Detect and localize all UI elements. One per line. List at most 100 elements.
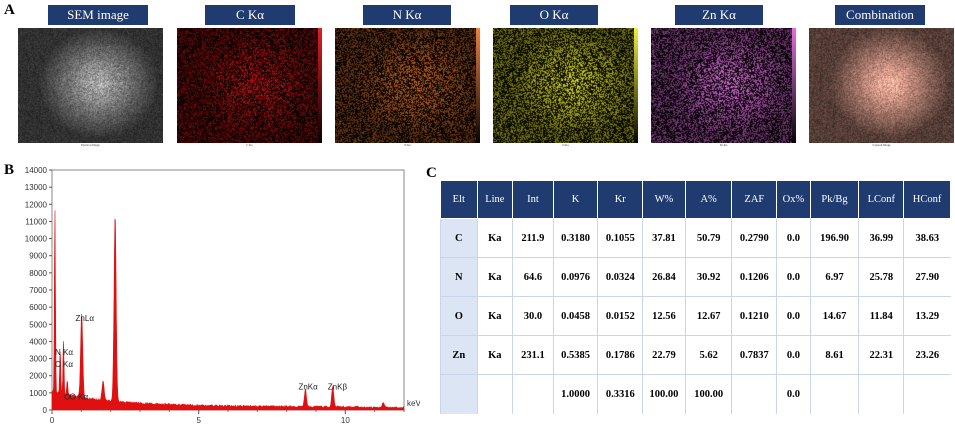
- map-caption: N Ka: [335, 143, 480, 148]
- table-cell: 50.79: [684, 218, 732, 258]
- table-cell: 0.1055: [597, 218, 643, 258]
- table-cell: 22.79: [642, 335, 686, 375]
- table-cell: 26.84: [642, 257, 686, 297]
- map-intensity-bar: [476, 28, 480, 146]
- peak-annotation: C Kα: [55, 360, 73, 369]
- table-cell: 14.67: [809, 296, 859, 336]
- spectrum-series: [51, 210, 405, 411]
- column-header: K: [552, 180, 599, 219]
- table-cell: 12.56: [642, 296, 686, 336]
- table-cell: Ka: [476, 296, 513, 336]
- table-cell: 100.00: [684, 374, 732, 414]
- x-tick-label: 0: [50, 416, 55, 424]
- table-cell: 0.0: [776, 335, 811, 375]
- zn-map-image: Zn Ka: [651, 28, 796, 148]
- y-tick-label: 4000: [29, 337, 47, 346]
- table-cell: O: [440, 296, 478, 336]
- y-tick-label: 10000: [25, 235, 48, 244]
- table-cell: 12.67: [684, 296, 732, 336]
- map-caption: Layered Image: [809, 143, 954, 148]
- map-title-o: O Kα: [510, 5, 598, 25]
- table-cell: Ka: [476, 218, 513, 258]
- y-tick-label: 6000: [29, 303, 47, 312]
- panel-label-c: C: [426, 165, 437, 181]
- table-cell: 211.9: [512, 218, 554, 258]
- table-cell: 0.1206: [731, 257, 777, 297]
- y-tick-label: 14000: [25, 166, 48, 175]
- table-cell: 11.84: [858, 296, 904, 336]
- table-row: Zn Ka 231.1 0.5385 0.1786 22.79 5.62 0.7…: [440, 335, 951, 375]
- table-row: N Ka 64.6 0.0976 0.0324 26.84 30.92 0.12…: [440, 257, 951, 297]
- table-row: C Ka 211.9 0.3180 0.1055 37.81 50.79 0.2…: [440, 218, 951, 258]
- table-cell: 0.2790: [731, 218, 777, 258]
- column-header: LConf: [858, 180, 905, 219]
- y-tick-label: 9000: [29, 252, 47, 261]
- y-tick-label: 13000: [25, 183, 48, 192]
- table-cell: 0.1210: [731, 296, 777, 336]
- y-tick-label: 1000: [29, 389, 47, 398]
- map-intensity-bar: [634, 28, 638, 146]
- table-cell: 8.61: [809, 335, 859, 375]
- table-cell: [476, 374, 513, 414]
- table-cell: 30.0: [512, 296, 554, 336]
- column-header: HConf: [903, 180, 951, 219]
- table-cell: 0.0976: [552, 257, 598, 297]
- table-row: O Ka 30.0 0.0458 0.0152 12.56 12.67 0.12…: [440, 296, 951, 336]
- map-title-n: N Kα: [363, 5, 451, 25]
- table-cell: Ka: [476, 257, 513, 297]
- column-header: ZAF: [731, 180, 778, 219]
- y-tick-label: 8000: [29, 269, 47, 278]
- y-tick-label: 11000: [25, 217, 47, 226]
- y-tick-label: 7000: [29, 286, 47, 295]
- table-cell: 0.0: [776, 257, 811, 297]
- panel-label-a: A: [4, 2, 15, 18]
- table-cell: Ka: [476, 335, 513, 375]
- column-header: Line: [476, 180, 514, 219]
- table-cell: [858, 374, 904, 414]
- table-total-row: 1.0000 0.3316 100.00 100.00 0.0: [440, 374, 951, 414]
- o-peak-marker: [64, 393, 71, 400]
- column-header: A%: [684, 180, 733, 219]
- table-cell: 6.97: [809, 257, 859, 297]
- table-cell: [809, 374, 859, 414]
- table-cell: 0.0324: [597, 257, 643, 297]
- column-header: Int: [512, 180, 554, 219]
- table-cell: 38.63: [903, 218, 951, 258]
- table-cell: N: [440, 257, 478, 297]
- column-header: Pk/Bg: [809, 180, 860, 219]
- c-map-image: C Ka: [177, 28, 322, 148]
- table-cell: 30.92: [684, 257, 732, 297]
- n-map-image: N Ka: [335, 28, 480, 148]
- table-cell: [903, 374, 951, 414]
- map-title-combination: Combination: [835, 5, 925, 25]
- column-header: W%: [642, 180, 686, 219]
- table-cell: 0.3316: [597, 374, 643, 414]
- combination-image: Layered Image: [809, 28, 954, 148]
- peak-annotation: ZnLα: [76, 314, 95, 323]
- peak-annotation: O Kα: [70, 393, 89, 402]
- table-cell: 0.0: [776, 218, 811, 258]
- table-cell: 0.1786: [597, 335, 643, 375]
- table-cell: 25.78: [858, 257, 904, 297]
- peak-annotation: ZnKβ: [328, 382, 348, 391]
- table-cell: [512, 374, 554, 414]
- x-tick-label: 10: [341, 416, 350, 424]
- table-cell: C: [440, 218, 478, 258]
- map-title-sem: SEM image: [48, 5, 148, 25]
- table-cell: 0.3180: [552, 218, 598, 258]
- eds-quantification-table: Elt Line Int K Kr W% A% ZAF Ox% Pk/Bg LC…: [440, 180, 951, 414]
- table-cell: 0.0: [776, 374, 811, 414]
- table-cell: 1.0000: [552, 374, 598, 414]
- peak-annotation: ZnKα: [298, 382, 318, 391]
- map-title-c: C Kα: [205, 5, 295, 25]
- map-intensity-bar: [318, 28, 322, 146]
- eds-spectrum-chart: 0100020003000400050006000700080009000100…: [25, 166, 420, 424]
- table-cell: [731, 374, 777, 414]
- x-axis-label: keV: [407, 399, 420, 408]
- table-cell: 0.5385: [552, 335, 598, 375]
- y-tick-label: 5000: [29, 320, 47, 329]
- table-cell: Zn: [440, 335, 478, 375]
- table-cell: 0.0458: [552, 296, 598, 336]
- table-cell: 0.7837: [731, 335, 777, 375]
- table-cell: 231.1: [512, 335, 554, 375]
